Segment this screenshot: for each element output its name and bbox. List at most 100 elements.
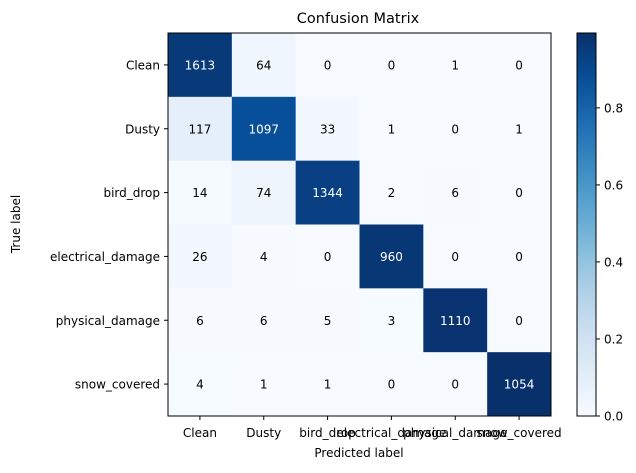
heatmap-cell	[359, 352, 424, 417]
heatmap-cell	[423, 33, 488, 98]
cell-value: 0	[515, 58, 523, 72]
y-tick-label-dusty: Dusty	[125, 122, 160, 136]
heatmap-cell	[359, 288, 424, 353]
x-tick-label-clean: Clean	[183, 426, 217, 440]
cell-value: 1110	[440, 314, 471, 328]
cell-value: 6	[260, 314, 268, 328]
cell-value: 1613	[185, 58, 216, 72]
heatmap-cell	[359, 160, 424, 225]
x-axis-label: Predicted label	[314, 446, 403, 460]
cell-value: 0	[515, 186, 523, 200]
cell-value: 0	[324, 58, 332, 72]
x-tick-label-electrical-damage: electrical_damage	[336, 426, 446, 440]
heatmap-cell	[168, 33, 233, 98]
cell-value: 1097	[248, 122, 279, 136]
heatmap-cell	[168, 160, 233, 225]
x-tick-label-bird-drop: bird_drop	[299, 426, 356, 440]
colorbar-tick-label: 0.8	[604, 101, 623, 115]
cell-value: 4	[260, 250, 268, 264]
heatmap-cell	[168, 352, 233, 417]
heatmap-cell	[168, 224, 233, 289]
x-tick-label-dusty: Dusty	[246, 426, 281, 440]
cell-value: 64	[256, 58, 271, 72]
colorbar-tick-label: 0.4	[604, 255, 623, 269]
cell-value: 2	[388, 186, 396, 200]
cell-value: 0	[324, 250, 332, 264]
heatmap-cell	[295, 160, 360, 225]
x-tick-label-physical-damage: physical_damage	[403, 426, 507, 440]
plot-frame	[167, 32, 552, 417]
cell-value: 0	[451, 122, 459, 136]
y-tick-label-electrical-damage: electrical_damage	[50, 250, 160, 264]
cell-value: 960	[380, 250, 403, 264]
y-tick-label-snow-covered: snow_covered	[75, 378, 160, 392]
colorbar-tick-label: 0.6	[604, 178, 623, 192]
chart-title: Confusion Matrix	[297, 11, 420, 27]
cell-value: 1344	[312, 186, 343, 200]
heatmap-cell	[231, 224, 297, 289]
heatmap-cell	[168, 96, 233, 162]
heatmap-cell	[423, 224, 488, 289]
cell-value: 74	[256, 186, 271, 200]
cell-value: 3	[388, 314, 396, 328]
cell-value: 0	[515, 314, 523, 328]
y-axis-ticks: Clean Dusty bird_drop electrical_damagephys…	[50, 58, 168, 392]
heatmap-cell	[231, 288, 297, 353]
heatmap-cell	[295, 224, 360, 289]
y-tick-label-physical-damage: physical_damage	[56, 314, 160, 328]
cell-value: 1054	[504, 378, 535, 392]
heatmap-cell	[487, 33, 552, 98]
heatmap-cell	[168, 288, 233, 353]
heatmap-cell	[295, 96, 360, 162]
heatmap-cells	[168, 33, 552, 417]
heatmap-cell	[487, 288, 552, 353]
cell-value: 0	[515, 250, 523, 264]
heatmap-cell	[423, 288, 488, 353]
cell-value: 14	[192, 186, 207, 200]
heatmap-cell	[231, 352, 297, 417]
heatmap-cell	[487, 96, 552, 162]
heatmap-cell	[423, 352, 488, 417]
y-tick-label-clean: Clean	[126, 58, 160, 72]
heatmap-cell	[487, 160, 552, 225]
heatmap-cell	[295, 33, 360, 98]
cell-value: 1	[324, 378, 332, 392]
cell-value: 6	[196, 314, 204, 328]
cell-value: 26	[192, 250, 207, 264]
cell-value: 6	[451, 186, 459, 200]
cell-value: 0	[451, 378, 459, 392]
y-tick-label-bird-drop: bird_drop	[103, 186, 160, 200]
heatmap-cell	[487, 352, 552, 417]
colorbar-tick-label: 0.2	[604, 332, 623, 346]
heatmap-cell	[231, 33, 297, 98]
heatmap-cell	[231, 160, 297, 225]
colorbar	[576, 32, 597, 417]
heatmap-cell	[359, 33, 424, 98]
heatmap-cell	[295, 352, 360, 417]
x-axis-ticks: Clean Dusty bird_dropelectrical_damagephys…	[183, 416, 562, 440]
heatmap-cell	[231, 96, 297, 162]
heatmap-cell	[295, 288, 360, 353]
heatmap-cell	[423, 96, 488, 162]
cell-value: 1	[451, 58, 459, 72]
x-tick-label-snow-covered: snow_covered	[477, 426, 562, 440]
heatmap-cell	[423, 160, 488, 225]
cell-value: 0	[451, 250, 459, 264]
y-axis-label: True label	[9, 195, 23, 254]
heatmap-cell	[359, 96, 424, 162]
cell-value: 1	[515, 122, 523, 136]
colorbar-tick-label: 0.0	[604, 410, 623, 424]
heatmap-cell	[359, 224, 424, 289]
cell-value: 1	[388, 122, 396, 136]
cell-value: 117	[188, 122, 211, 136]
cell-value: 4	[196, 378, 204, 392]
cell-value: 5	[324, 314, 332, 328]
cell-value: 33	[320, 122, 335, 136]
cell-value: 0	[388, 378, 396, 392]
colorbar-ticks: 0.0 0.2 0.4 0.6 0.8	[596, 101, 623, 424]
heatmap-cell	[487, 224, 552, 289]
cell-value: 0	[388, 58, 396, 72]
